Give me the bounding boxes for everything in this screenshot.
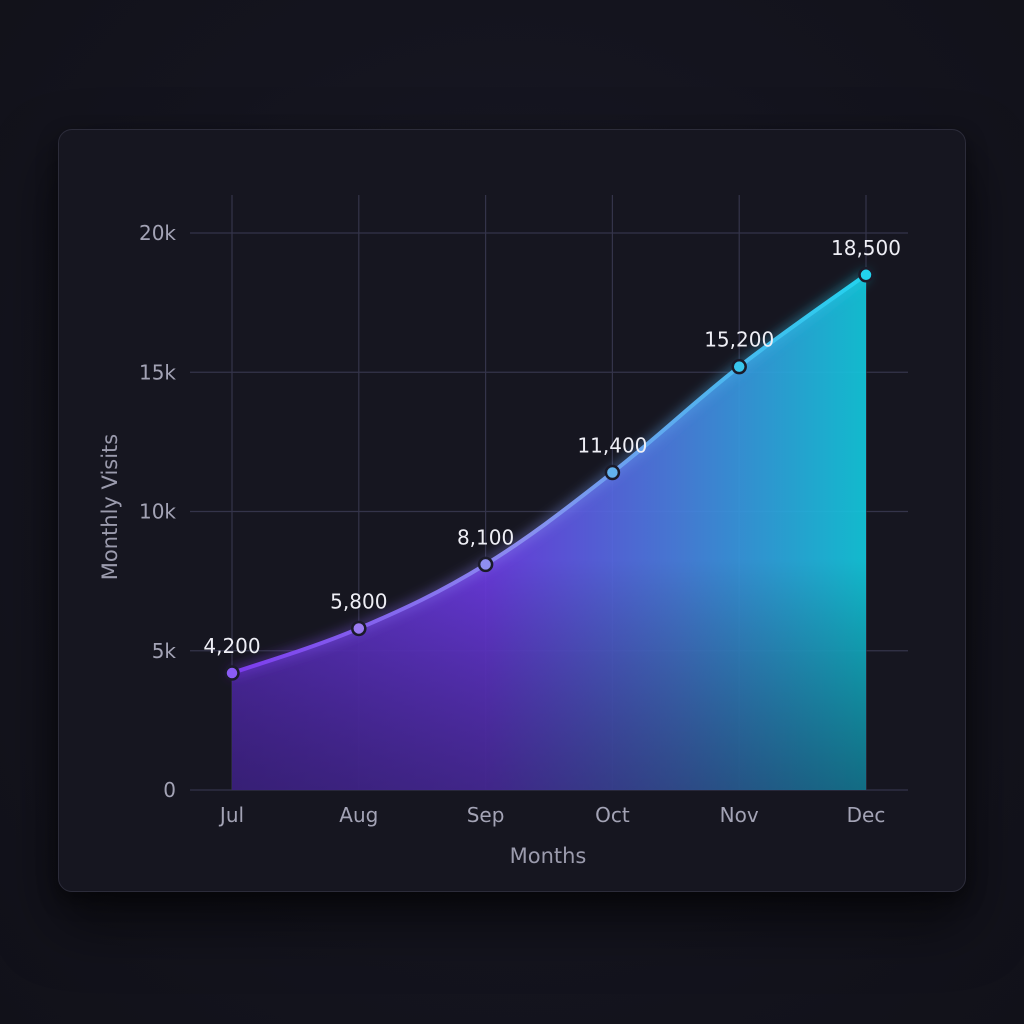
series-line-path bbox=[230, 272, 868, 676]
x-tick-label: Jul bbox=[218, 803, 244, 827]
y-tick-label: 15k bbox=[139, 360, 176, 384]
x-tick-label: Oct bbox=[595, 803, 630, 827]
data-label: 5,800 bbox=[330, 589, 387, 613]
data-point[interactable] bbox=[224, 665, 240, 681]
data-point[interactable] bbox=[858, 267, 874, 283]
x-tick-label: Sep bbox=[467, 803, 505, 827]
data-point[interactable] bbox=[477, 556, 494, 573]
data-label: 11,400 bbox=[577, 434, 647, 458]
data-point[interactable] bbox=[351, 620, 367, 637]
y-tick-label: 0 bbox=[163, 778, 176, 802]
y-tick-label: 10k bbox=[139, 500, 176, 524]
y-tick-label: 5k bbox=[152, 639, 177, 663]
data-point[interactable] bbox=[604, 464, 621, 481]
data-points bbox=[224, 267, 874, 681]
data-point[interactable] bbox=[731, 358, 747, 375]
data-label: 18,500 bbox=[831, 236, 901, 260]
y-axis-title: Monthly Visits bbox=[98, 434, 122, 580]
series-line bbox=[230, 272, 868, 676]
x-tick-label: Aug bbox=[339, 803, 378, 827]
y-axis-ticks: 0 5k 10k 15k 20k bbox=[139, 221, 176, 802]
data-labels: 4,200 5,800 8,100 11,400 15,200 18,500 bbox=[203, 236, 901, 658]
x-tick-label: Nov bbox=[720, 803, 759, 827]
x-tick-label: Dec bbox=[847, 803, 886, 827]
area-series bbox=[232, 274, 866, 790]
x-axis-title: Months bbox=[510, 844, 587, 868]
y-tick-label: 20k bbox=[139, 221, 176, 245]
data-label: 15,200 bbox=[704, 328, 774, 352]
data-label: 8,100 bbox=[457, 525, 514, 549]
x-axis-ticks: Jul Aug Sep Oct Nov Dec bbox=[218, 803, 885, 827]
area-shade bbox=[232, 274, 866, 790]
data-label: 4,200 bbox=[203, 634, 260, 658]
